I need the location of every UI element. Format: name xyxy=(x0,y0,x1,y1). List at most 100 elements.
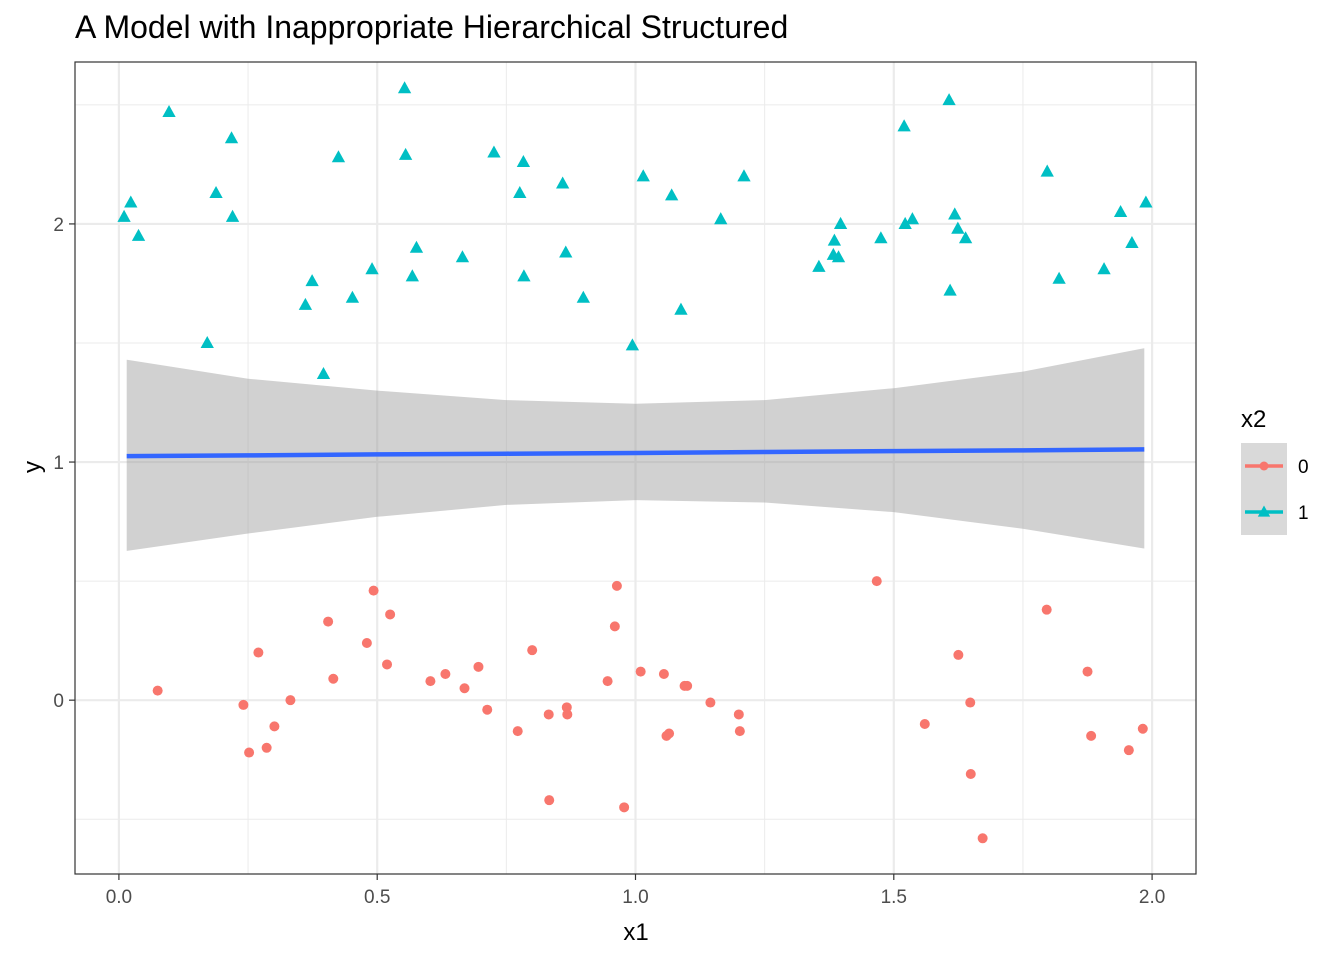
data-point-circle xyxy=(244,747,255,758)
data-point-circle xyxy=(385,609,396,620)
chart-title: A Model with Inappropriate Hierarchical … xyxy=(75,9,788,45)
data-point-triangle xyxy=(209,185,223,199)
data-point-circle xyxy=(682,680,693,691)
data-point-circle xyxy=(473,661,484,672)
data-point-circle xyxy=(152,685,163,696)
data-point-circle xyxy=(482,704,493,715)
data-point-circle xyxy=(1137,723,1148,734)
x-tick-label: 2.0 xyxy=(1139,887,1165,908)
data-point-triangle xyxy=(162,105,176,118)
data-point-triangle xyxy=(812,259,826,272)
data-point-triangle xyxy=(224,131,239,144)
plot-panel xyxy=(74,61,1197,875)
data-point-triangle xyxy=(405,269,419,282)
data-point-triangle xyxy=(674,302,688,315)
data-point-circle xyxy=(658,668,669,679)
data-point-triangle xyxy=(1125,235,1139,249)
x-tick-label: 0.0 xyxy=(106,887,132,908)
data-point-triangle xyxy=(1040,164,1054,177)
legend-label: 0 xyxy=(1298,457,1309,478)
y-axis-title: y xyxy=(19,461,46,473)
confidence-band xyxy=(126,348,1145,551)
y-tick-label: 0 xyxy=(53,691,64,712)
data-point-triangle xyxy=(898,216,912,229)
data-point-triangle xyxy=(124,195,138,208)
data-point-triangle xyxy=(951,221,965,234)
data-point-circle xyxy=(544,795,555,806)
data-point-circle xyxy=(664,728,675,739)
data-point-circle xyxy=(261,742,272,753)
data-point-circle xyxy=(965,697,976,708)
data-point-circle xyxy=(512,726,523,737)
data-point-circle xyxy=(361,638,372,649)
data-point-circle xyxy=(238,699,249,710)
data-point-circle xyxy=(440,668,451,679)
x-tick-label: 1.0 xyxy=(622,887,648,908)
data-point-triangle xyxy=(1113,205,1128,218)
data-point-circle xyxy=(871,576,882,587)
data-point-circle xyxy=(611,580,622,591)
data-point-triangle xyxy=(298,297,313,310)
data-point-triangle xyxy=(397,81,412,94)
data-point-triangle xyxy=(1097,262,1111,275)
data-point-triangle xyxy=(117,209,131,222)
data-point-circle xyxy=(323,616,334,627)
y-tick-label: 1 xyxy=(53,453,64,474)
data-point-circle xyxy=(527,645,538,656)
data-point-triangle xyxy=(737,169,751,182)
data-point-triangle xyxy=(331,150,346,163)
x-tick-label: 1.5 xyxy=(881,887,907,908)
data-point-triangle xyxy=(827,233,842,246)
data-point-triangle xyxy=(409,240,424,253)
legend: x2 0 1 xyxy=(1241,406,1309,535)
data-point-circle xyxy=(635,666,646,677)
data-point-triangle xyxy=(559,245,573,258)
data-point-triangle xyxy=(831,250,846,263)
data-point-triangle xyxy=(905,212,920,225)
data-point-triangle xyxy=(513,185,527,199)
data-point-triangle xyxy=(516,155,531,168)
data-point-circle xyxy=(953,649,964,660)
data-point-triangle xyxy=(1139,195,1153,208)
legend-key-triangle xyxy=(1257,505,1271,517)
data-point-circle xyxy=(382,659,393,670)
data-point-triangle xyxy=(665,188,679,201)
data-point-triangle xyxy=(316,366,331,379)
data-point-circle xyxy=(561,702,572,713)
data-point-triangle xyxy=(958,231,973,244)
legend-label: 1 xyxy=(1298,503,1309,524)
data-point-triangle xyxy=(365,262,379,275)
data-point-circle xyxy=(977,833,988,844)
data-point-triangle xyxy=(131,228,146,241)
data-point-circle xyxy=(1082,666,1093,677)
legend-key-circle xyxy=(1259,461,1269,471)
data-point-triangle xyxy=(943,283,957,296)
data-point-triangle xyxy=(625,338,640,351)
data-point-circle xyxy=(919,718,930,729)
data-point-triangle xyxy=(942,93,956,106)
data-point-circle xyxy=(285,695,296,706)
data-point-triangle xyxy=(487,145,501,158)
data-point-triangle xyxy=(345,290,360,303)
data-point-circle xyxy=(734,726,745,737)
data-point-triangle xyxy=(1052,271,1066,284)
data-point-triangle xyxy=(398,147,413,160)
data-point-circle xyxy=(425,676,436,687)
data-point-circle xyxy=(562,709,573,720)
data-point-triangle xyxy=(897,119,911,132)
data-point-circle xyxy=(1041,604,1052,615)
data-point-circle xyxy=(368,585,379,596)
data-point-circle xyxy=(269,721,280,732)
data-point-circle xyxy=(609,621,620,632)
data-point-circle xyxy=(705,697,716,708)
data-point-circle xyxy=(543,709,554,720)
x-axis-title: x1 xyxy=(623,919,648,946)
fit-line xyxy=(126,447,1145,459)
data-point-circle xyxy=(602,676,613,687)
data-point-triangle xyxy=(874,231,888,244)
data-point-triangle xyxy=(833,216,848,229)
data-point-triangle xyxy=(305,274,319,287)
legend-title: x2 xyxy=(1241,406,1266,433)
data-point-triangle xyxy=(200,335,214,349)
